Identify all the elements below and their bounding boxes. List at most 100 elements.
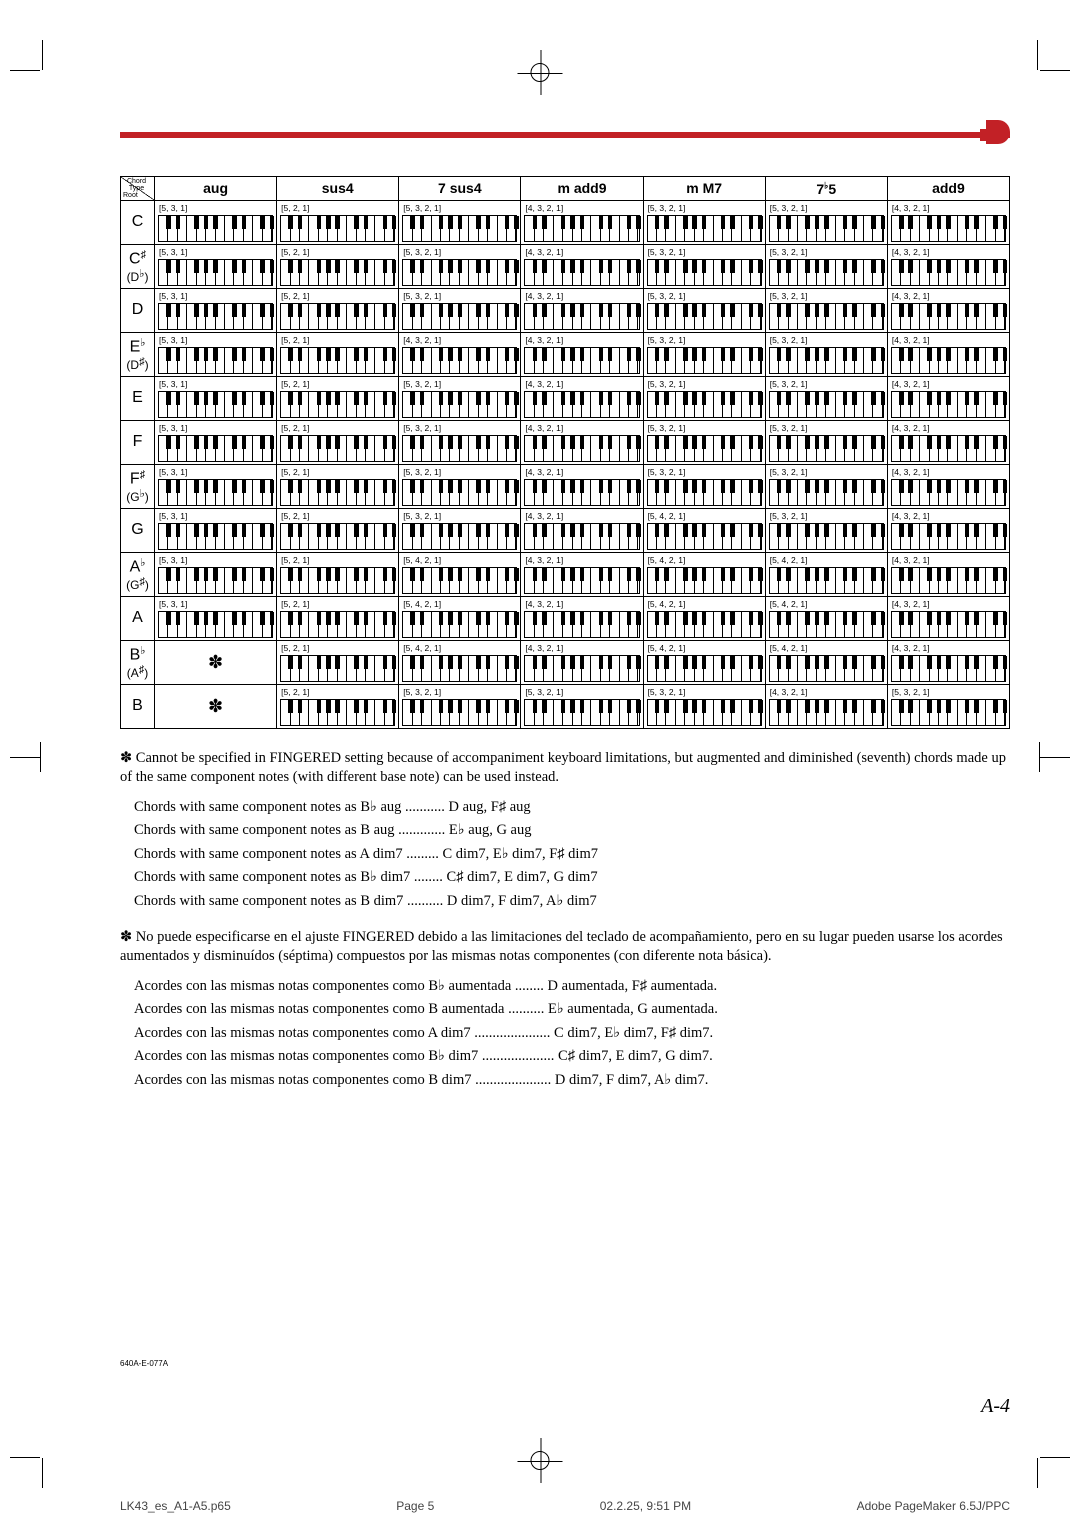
- note-en-block: Chords with same component notes as B♭ a…: [120, 798, 1010, 912]
- note-line: Acordes con las mismas notas componentes…: [134, 977, 1010, 997]
- table-row: F♯(G♭)[5, 3, 1][5, 2, 1][5, 3, 2, 1][4, …: [121, 464, 1010, 508]
- chord-cell: [5, 2, 1]: [277, 288, 399, 332]
- chord-cell: [5, 3, 2, 1]: [399, 200, 521, 244]
- col-header: m add9: [521, 177, 643, 201]
- table-row: C[5, 3, 1][5, 2, 1][5, 3, 2, 1][4, 3, 2,…: [121, 200, 1010, 244]
- chord-cell: [5, 3, 2, 1]: [765, 332, 887, 376]
- chord-cell: [4, 3, 2, 1]: [521, 508, 643, 552]
- chord-cell: [4, 3, 2, 1]: [521, 640, 643, 684]
- chord-cell: [5, 3, 2, 1]: [887, 684, 1009, 728]
- col-header: 7 sus4: [399, 177, 521, 201]
- col-header: sus4: [277, 177, 399, 201]
- root-label: A♭(G♯): [121, 552, 155, 596]
- table-row: E[5, 3, 1][5, 2, 1][5, 3, 2, 1][4, 3, 2,…: [121, 376, 1010, 420]
- chord-cell: [5, 3, 2, 1]: [399, 508, 521, 552]
- root-label: F♯(G♭): [121, 464, 155, 508]
- crop-mark: [10, 757, 40, 758]
- crop-mark: [42, 1458, 43, 1488]
- root-label: A: [121, 596, 155, 640]
- chord-cell: [5, 3, 2, 1]: [399, 464, 521, 508]
- chord-cell: [5, 3, 2, 1]: [765, 376, 887, 420]
- chord-cell: [4, 3, 2, 1]: [887, 200, 1009, 244]
- chord-cell: [5, 3, 2, 1]: [643, 200, 765, 244]
- chord-cell: [4, 3, 2, 1]: [765, 684, 887, 728]
- chord-cell: [5, 4, 2, 1]: [643, 508, 765, 552]
- root-label: C♯(D♭): [121, 244, 155, 288]
- note-line: Chords with same component notes as B♭ a…: [134, 798, 1010, 818]
- note-en-intro: ✽ Cannot be specified in FINGERED settin…: [120, 749, 1010, 788]
- chord-cell: [5, 3, 1]: [155, 464, 277, 508]
- chord-cell: [5, 3, 1]: [155, 420, 277, 464]
- chord-cell: [5, 4, 2, 1]: [643, 640, 765, 684]
- table-row: A[5, 3, 1][5, 2, 1][5, 4, 2, 1][4, 3, 2,…: [121, 596, 1010, 640]
- col-header: m M7: [643, 177, 765, 201]
- crop-mark: [1040, 70, 1070, 71]
- root-label: D: [121, 288, 155, 332]
- chord-cell: [4, 3, 2, 1]: [887, 552, 1009, 596]
- chord-cell: [5, 2, 1]: [277, 508, 399, 552]
- chord-cell: [5, 3, 2, 1]: [765, 200, 887, 244]
- note-line: Acordes con las mismas notas componentes…: [134, 1071, 1010, 1091]
- root-label: B♭(A♯): [121, 640, 155, 684]
- chord-cell: [5, 2, 1]: [277, 376, 399, 420]
- note-line: Chords with same component notes as B au…: [134, 821, 1010, 841]
- chord-cell: [5, 2, 1]: [277, 464, 399, 508]
- chord-cell: [4, 3, 2, 1]: [521, 288, 643, 332]
- table-row: A♭(G♯)[5, 3, 1][5, 2, 1][5, 4, 2, 1][4, …: [121, 552, 1010, 596]
- chord-cell: [5, 3, 2, 1]: [643, 684, 765, 728]
- chord-cell: [5, 4, 2, 1]: [765, 552, 887, 596]
- chord-cell: [4, 3, 2, 1]: [521, 420, 643, 464]
- col-header: 7♭5: [765, 177, 887, 201]
- chord-cell: [4, 3, 2, 1]: [887, 508, 1009, 552]
- chord-cell: [4, 3, 2, 1]: [521, 244, 643, 288]
- chord-cell: [5, 2, 1]: [277, 332, 399, 376]
- footer-app: Adobe PageMaker 6.5J/PPC: [857, 1499, 1010, 1513]
- note-es-intro: ✽ No puede especificarse en el ajuste FI…: [120, 928, 1010, 967]
- table-row: D[5, 3, 1][5, 2, 1][5, 3, 2, 1][4, 3, 2,…: [121, 288, 1010, 332]
- chord-cell: [5, 3, 2, 1]: [765, 288, 887, 332]
- chord-cell: [5, 3, 2, 1]: [765, 508, 887, 552]
- crop-mark: [1040, 757, 1070, 758]
- chord-cell: [5, 4, 2, 1]: [399, 552, 521, 596]
- chord-cell: [5, 3, 2, 1]: [399, 684, 521, 728]
- page-number: A-4: [981, 1395, 1010, 1418]
- chord-cell: [5, 3, 2, 1]: [643, 464, 765, 508]
- chord-cell: [4, 3, 2, 1]: [521, 596, 643, 640]
- note-line: Chords with same component notes as B♭ d…: [134, 868, 1010, 888]
- chord-cell: [5, 3, 1]: [155, 288, 277, 332]
- chord-cell: [5, 4, 2, 1]: [765, 640, 887, 684]
- chord-cell: [5, 4, 2, 1]: [399, 640, 521, 684]
- note-es-block: Acordes con las mismas notas componentes…: [120, 977, 1010, 1091]
- table-row: C♯(D♭)[5, 3, 1][5, 2, 1][5, 3, 2, 1][4, …: [121, 244, 1010, 288]
- footer-file: LK43_es_A1-A5.p65: [120, 1499, 231, 1513]
- chord-cell: [4, 3, 2, 1]: [521, 332, 643, 376]
- chord-cell: ✽: [155, 640, 277, 684]
- chord-cell: [5, 3, 2, 1]: [399, 420, 521, 464]
- chord-cell: [5, 3, 1]: [155, 376, 277, 420]
- chord-cell: [5, 3, 1]: [155, 552, 277, 596]
- chord-cell: [5, 2, 1]: [277, 640, 399, 684]
- chord-chart-table: Root Chord Type aug sus4 7 sus4 m add9 m…: [120, 176, 1010, 729]
- root-label: G: [121, 508, 155, 552]
- corner-type-label: Chord Type: [121, 178, 152, 192]
- chord-cell: [4, 3, 2, 1]: [521, 376, 643, 420]
- chord-cell: [5, 3, 2, 1]: [399, 244, 521, 288]
- chord-cell: [5, 3, 2, 1]: [643, 420, 765, 464]
- chord-cell: [5, 2, 1]: [277, 552, 399, 596]
- chord-cell: [5, 3, 2, 1]: [643, 244, 765, 288]
- doc-code: 640A-E-077A: [120, 1359, 168, 1368]
- table-row: F[5, 3, 1][5, 2, 1][5, 3, 2, 1][4, 3, 2,…: [121, 420, 1010, 464]
- chord-cell: [5, 3, 1]: [155, 596, 277, 640]
- note-line: Chords with same component notes as A di…: [134, 845, 1010, 865]
- chord-cell: [5, 4, 2, 1]: [399, 596, 521, 640]
- crop-mark: [10, 70, 40, 71]
- crop-mark: [40, 742, 41, 772]
- table-row: B♭(A♯)✽[5, 2, 1][5, 4, 2, 1][4, 3, 2, 1]…: [121, 640, 1010, 684]
- header-red-bar: [120, 120, 1010, 150]
- crop-mark: [42, 40, 43, 70]
- chord-cell: [5, 3, 2, 1]: [643, 288, 765, 332]
- chord-cell: [4, 3, 2, 1]: [399, 332, 521, 376]
- chord-cell: [5, 3, 2, 1]: [521, 684, 643, 728]
- chord-cell: [4, 3, 2, 1]: [887, 244, 1009, 288]
- chord-cell: [5, 4, 2, 1]: [643, 552, 765, 596]
